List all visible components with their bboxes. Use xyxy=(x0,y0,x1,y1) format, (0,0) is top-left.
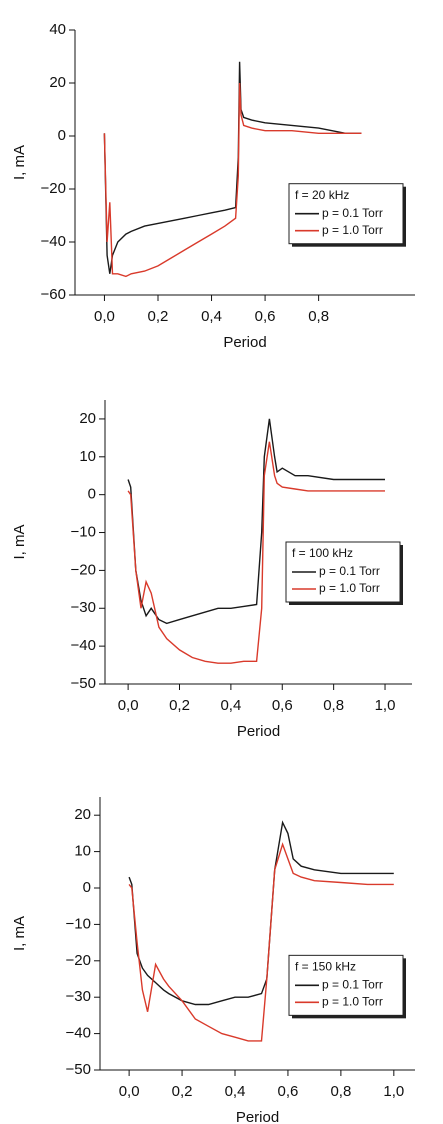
y-axis-label: I, mA xyxy=(11,524,28,559)
series-line xyxy=(128,842,394,1042)
x-tick-label: 0,6 xyxy=(272,697,293,714)
y-tick-label: 10 xyxy=(74,843,91,860)
x-tick-label: 0,0 xyxy=(119,1083,140,1100)
legend-label: p = 0.1 Torr xyxy=(322,978,383,992)
y-tick-label: −40 xyxy=(41,233,66,250)
x-axis-label: Period xyxy=(236,1109,279,1124)
y-tick-label: −10 xyxy=(71,524,96,541)
y-tick-label: −50 xyxy=(71,675,96,692)
x-axis-label: Period xyxy=(237,723,280,740)
y-axis-label: I, mA xyxy=(11,145,28,180)
y-tick-label: 0 xyxy=(88,486,96,503)
x-tick-label: 0,4 xyxy=(201,308,222,325)
y-tick-label: −40 xyxy=(66,1025,91,1042)
y-tick-label: −50 xyxy=(66,1061,91,1078)
legend-title: f = 150 kHz xyxy=(295,960,356,974)
y-tick-label: 20 xyxy=(74,806,91,823)
y-tick-label: −20 xyxy=(41,180,66,197)
x-axis-label: Period xyxy=(223,334,266,351)
x-tick-label: 0,4 xyxy=(220,697,241,714)
series-line xyxy=(128,820,394,1006)
x-tick-label: 1,0 xyxy=(375,697,396,714)
x-tick-label: 0,8 xyxy=(330,1083,351,1100)
y-axis-label: I, mA xyxy=(11,916,28,951)
y-tick-label: −40 xyxy=(71,637,96,654)
series-line xyxy=(127,418,385,625)
x-tick-label: 0,6 xyxy=(255,308,276,325)
x-tick-label: 0,8 xyxy=(308,308,329,325)
x-tick-label: 0,4 xyxy=(225,1083,246,1100)
y-tick-label: 0 xyxy=(83,879,91,896)
legend-label: p = 1.0 Torr xyxy=(322,223,383,237)
legend-label: p = 1.0 Torr xyxy=(319,581,380,595)
series-line xyxy=(103,82,362,278)
x-tick-label: 0,2 xyxy=(169,697,190,714)
legend-title: f = 100 kHz xyxy=(292,546,353,560)
y-tick-label: −30 xyxy=(71,599,96,616)
y-tick-label: 20 xyxy=(79,410,96,427)
y-tick-label: −30 xyxy=(66,988,91,1005)
series-line xyxy=(127,441,385,664)
y-tick-label: 40 xyxy=(49,21,66,38)
y-tick-label: 20 xyxy=(49,74,66,91)
legend-label: p = 0.1 Torr xyxy=(319,564,380,578)
x-tick-label: 0,8 xyxy=(323,697,344,714)
y-tick-label: 10 xyxy=(79,448,96,465)
x-tick-label: 0,6 xyxy=(278,1083,299,1100)
x-tick-label: 1,0 xyxy=(383,1083,404,1100)
y-tick-label: 0 xyxy=(58,127,66,144)
x-tick-label: 0,2 xyxy=(172,1083,193,1100)
x-tick-label: 0,2 xyxy=(148,308,169,325)
x-tick-label: 0,0 xyxy=(118,697,139,714)
series-line xyxy=(103,61,362,274)
y-tick-label: −20 xyxy=(71,561,96,578)
y-tick-label: −20 xyxy=(66,952,91,969)
y-tick-label: −10 xyxy=(66,915,91,932)
y-tick-label: −60 xyxy=(41,286,66,303)
legend-title: f = 20 kHz xyxy=(295,188,349,202)
x-tick-label: 0,0 xyxy=(94,308,115,325)
legend-label: p = 1.0 Torr xyxy=(322,995,383,1009)
legend-label: p = 0.1 Torr xyxy=(322,206,383,220)
